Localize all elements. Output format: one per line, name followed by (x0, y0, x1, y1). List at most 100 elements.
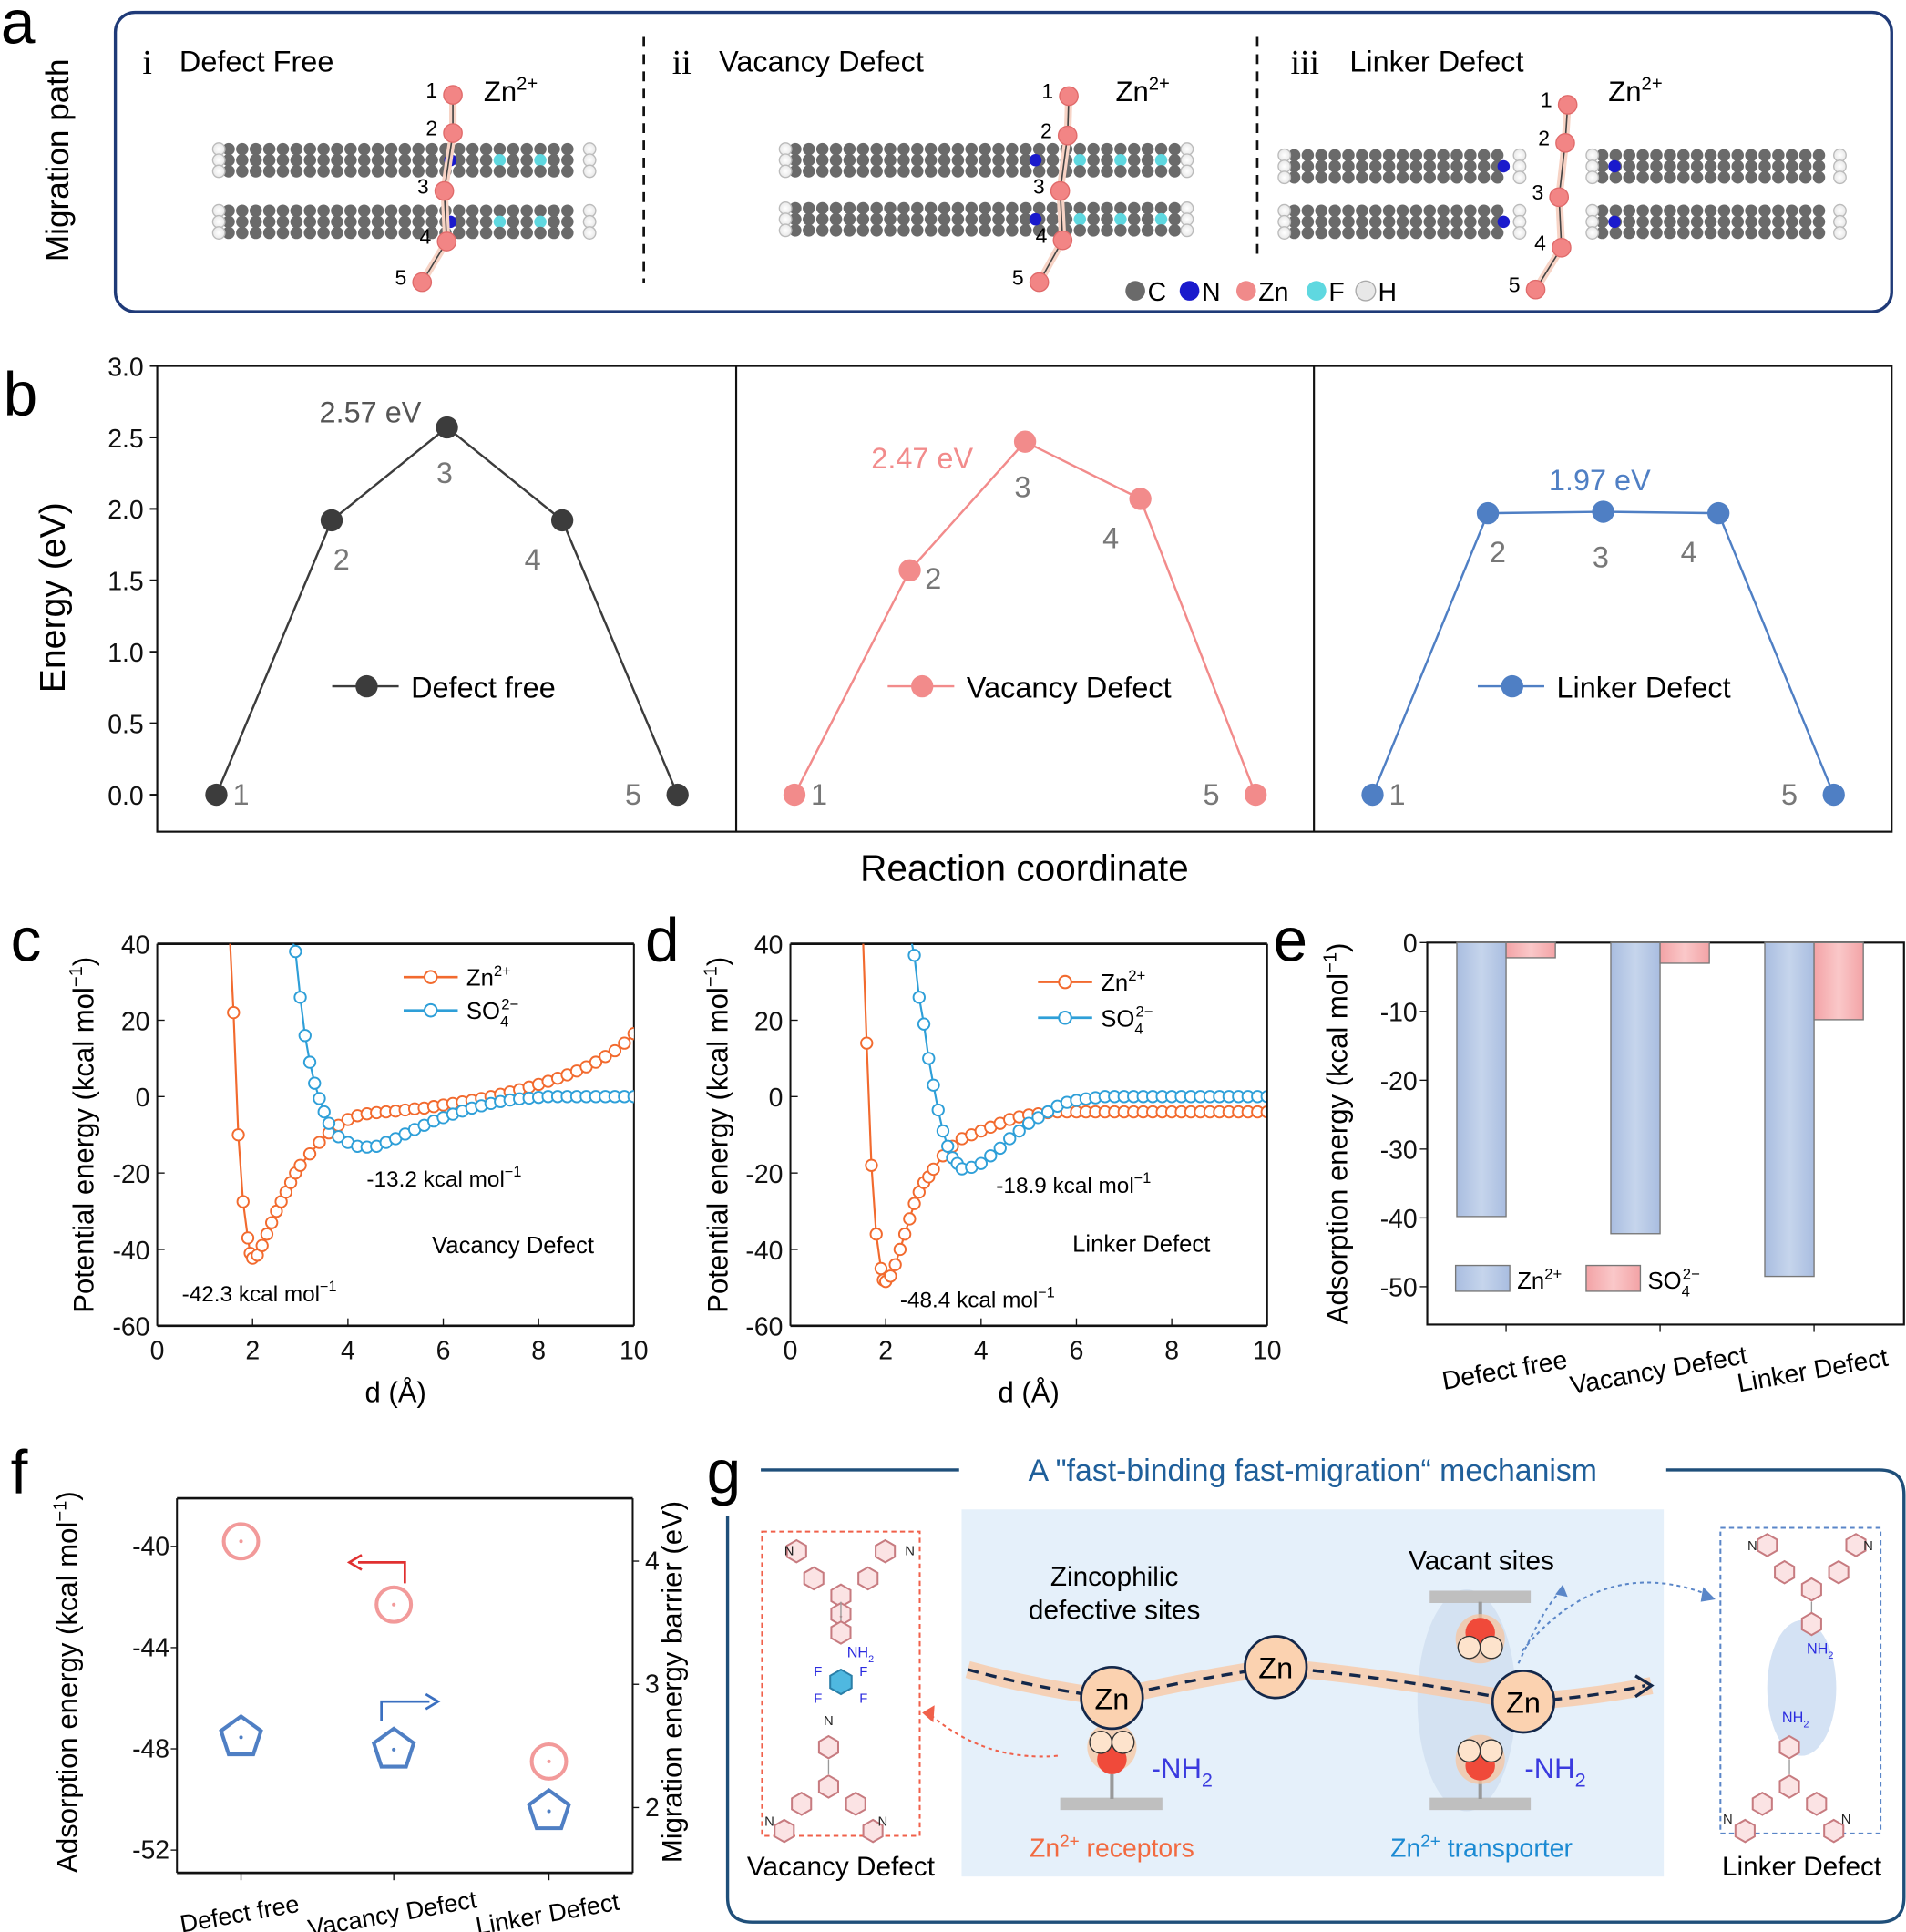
carbon-atom (992, 212, 1005, 226)
carbon-atom (507, 142, 520, 156)
carbon-atom (979, 212, 991, 226)
carbon-atom (1046, 165, 1060, 178)
hydrogen-atom (1585, 170, 1600, 185)
carbon-atom (1087, 201, 1100, 215)
carbon-atom (789, 212, 802, 226)
carbon-atom (1677, 226, 1690, 240)
carbon-atom (965, 201, 979, 215)
benzene-ring (1778, 1734, 1800, 1760)
y-tick-label: -10 (1380, 999, 1418, 1028)
carbon-atom (1356, 215, 1368, 229)
carbon-atom (479, 226, 493, 240)
carbon-atom (924, 165, 938, 178)
data-point (1003, 1132, 1017, 1146)
carbon-atom (1101, 154, 1113, 167)
carbon-atom (1101, 212, 1113, 226)
carbon-atom (1758, 159, 1771, 173)
carbon-atom (1315, 159, 1328, 173)
panel-g: g A "fast-binding fast-migration“ mechan… (707, 1439, 1906, 1924)
point-label: 4 (1681, 536, 1697, 569)
zn-site (1525, 279, 1546, 300)
marker-center (547, 1809, 551, 1814)
carbon-atom (1636, 226, 1649, 240)
series-defect-free: 1 2 3 4 5 2.57 eV Defect free (205, 396, 689, 811)
carbon-atom (507, 226, 520, 240)
carbon-atom (412, 154, 425, 167)
carbon-atom (290, 165, 303, 178)
carbon-atom (1342, 226, 1355, 240)
carbon-atom (222, 165, 235, 178)
numeral: iii (1290, 44, 1319, 82)
y-tick-label: 40 (754, 930, 784, 960)
carbon-atom (1368, 215, 1382, 229)
carbon-atom (1650, 170, 1663, 184)
carbon-atom (1798, 226, 1812, 240)
carbon-atom (1464, 159, 1477, 173)
carbon-atom (856, 165, 870, 178)
carbon-atom (1382, 226, 1396, 240)
nitrogen-atom (1608, 215, 1621, 229)
carbon-atom (290, 204, 303, 217)
y-tick-label: -60 (745, 1313, 783, 1342)
ion-label: Zn2+ (484, 75, 538, 108)
plot-area (227, 943, 634, 1265)
carbon-atom (412, 204, 425, 217)
carbon-atom (1772, 204, 1785, 217)
carbon-atom (884, 212, 897, 226)
data-point (1706, 501, 1730, 525)
carbon-atom (425, 165, 438, 178)
carbon-atom (1301, 215, 1315, 229)
panel-label-a: a (1, 0, 36, 57)
carbon-atom (222, 142, 235, 156)
series-linker-defect: 1 2 3 4 5 1.97 eV Linker Defect (1361, 464, 1845, 811)
carbon-atom (856, 201, 870, 215)
carbon-atom (1437, 204, 1450, 217)
zn-ion-1: Zn (1080, 1665, 1144, 1731)
zn-ion-3: Zn (1491, 1670, 1556, 1734)
carbon-atom (1141, 154, 1154, 167)
zn-site (1552, 237, 1572, 258)
carbon-atom (1636, 204, 1649, 217)
carbon-atom (303, 165, 316, 178)
zn-site (1050, 180, 1071, 201)
carbon-atom (1046, 154, 1060, 167)
carbon-atom (1127, 201, 1141, 215)
carbon-atom (992, 224, 1005, 237)
carbon-atom (453, 226, 466, 240)
point-label: 3 (436, 457, 453, 489)
carbon-atom (1301, 226, 1315, 240)
carbon-atom (911, 165, 924, 178)
series-vacancy-defect: 1 2 3 4 5 2.47 eV Vacancy Defect (783, 430, 1267, 811)
data-point (322, 1116, 336, 1130)
carbon-atom (843, 154, 856, 167)
carbon-atom (1020, 165, 1032, 178)
data-point (1129, 488, 1152, 510)
carbon-atom (870, 165, 883, 178)
carbon-atom (1745, 159, 1757, 173)
carbon-atom (398, 154, 412, 167)
right-tick-label: 4 (645, 1547, 660, 1577)
carbon-atom (520, 215, 533, 229)
carbon-atom (1315, 215, 1328, 229)
carbon-atom (803, 154, 815, 167)
carbon-atom (357, 165, 371, 178)
carbon-atom (938, 224, 951, 237)
legend-c: C (1148, 278, 1167, 307)
carbon-atom (534, 165, 547, 178)
carbon-atom (1758, 149, 1771, 162)
nh2-label: NH2 (847, 1644, 874, 1664)
carbon-atom (384, 154, 398, 167)
carbon-atom (1368, 226, 1382, 240)
svg-text:Zn: Zn (1506, 1686, 1541, 1719)
carbon-atom (1812, 170, 1826, 184)
right-axis-arrow (380, 1700, 430, 1721)
carbon-atom (1315, 149, 1328, 162)
benzene-ring (1778, 1774, 1800, 1799)
carbon-atom (493, 165, 507, 178)
site-number: 4 (1036, 223, 1048, 247)
carbon-atom (398, 204, 412, 217)
fluorine-atom (493, 215, 507, 229)
legend-zn: Zn (1258, 278, 1288, 307)
carbon-atom (1396, 226, 1409, 240)
carbon-atom (979, 142, 991, 156)
